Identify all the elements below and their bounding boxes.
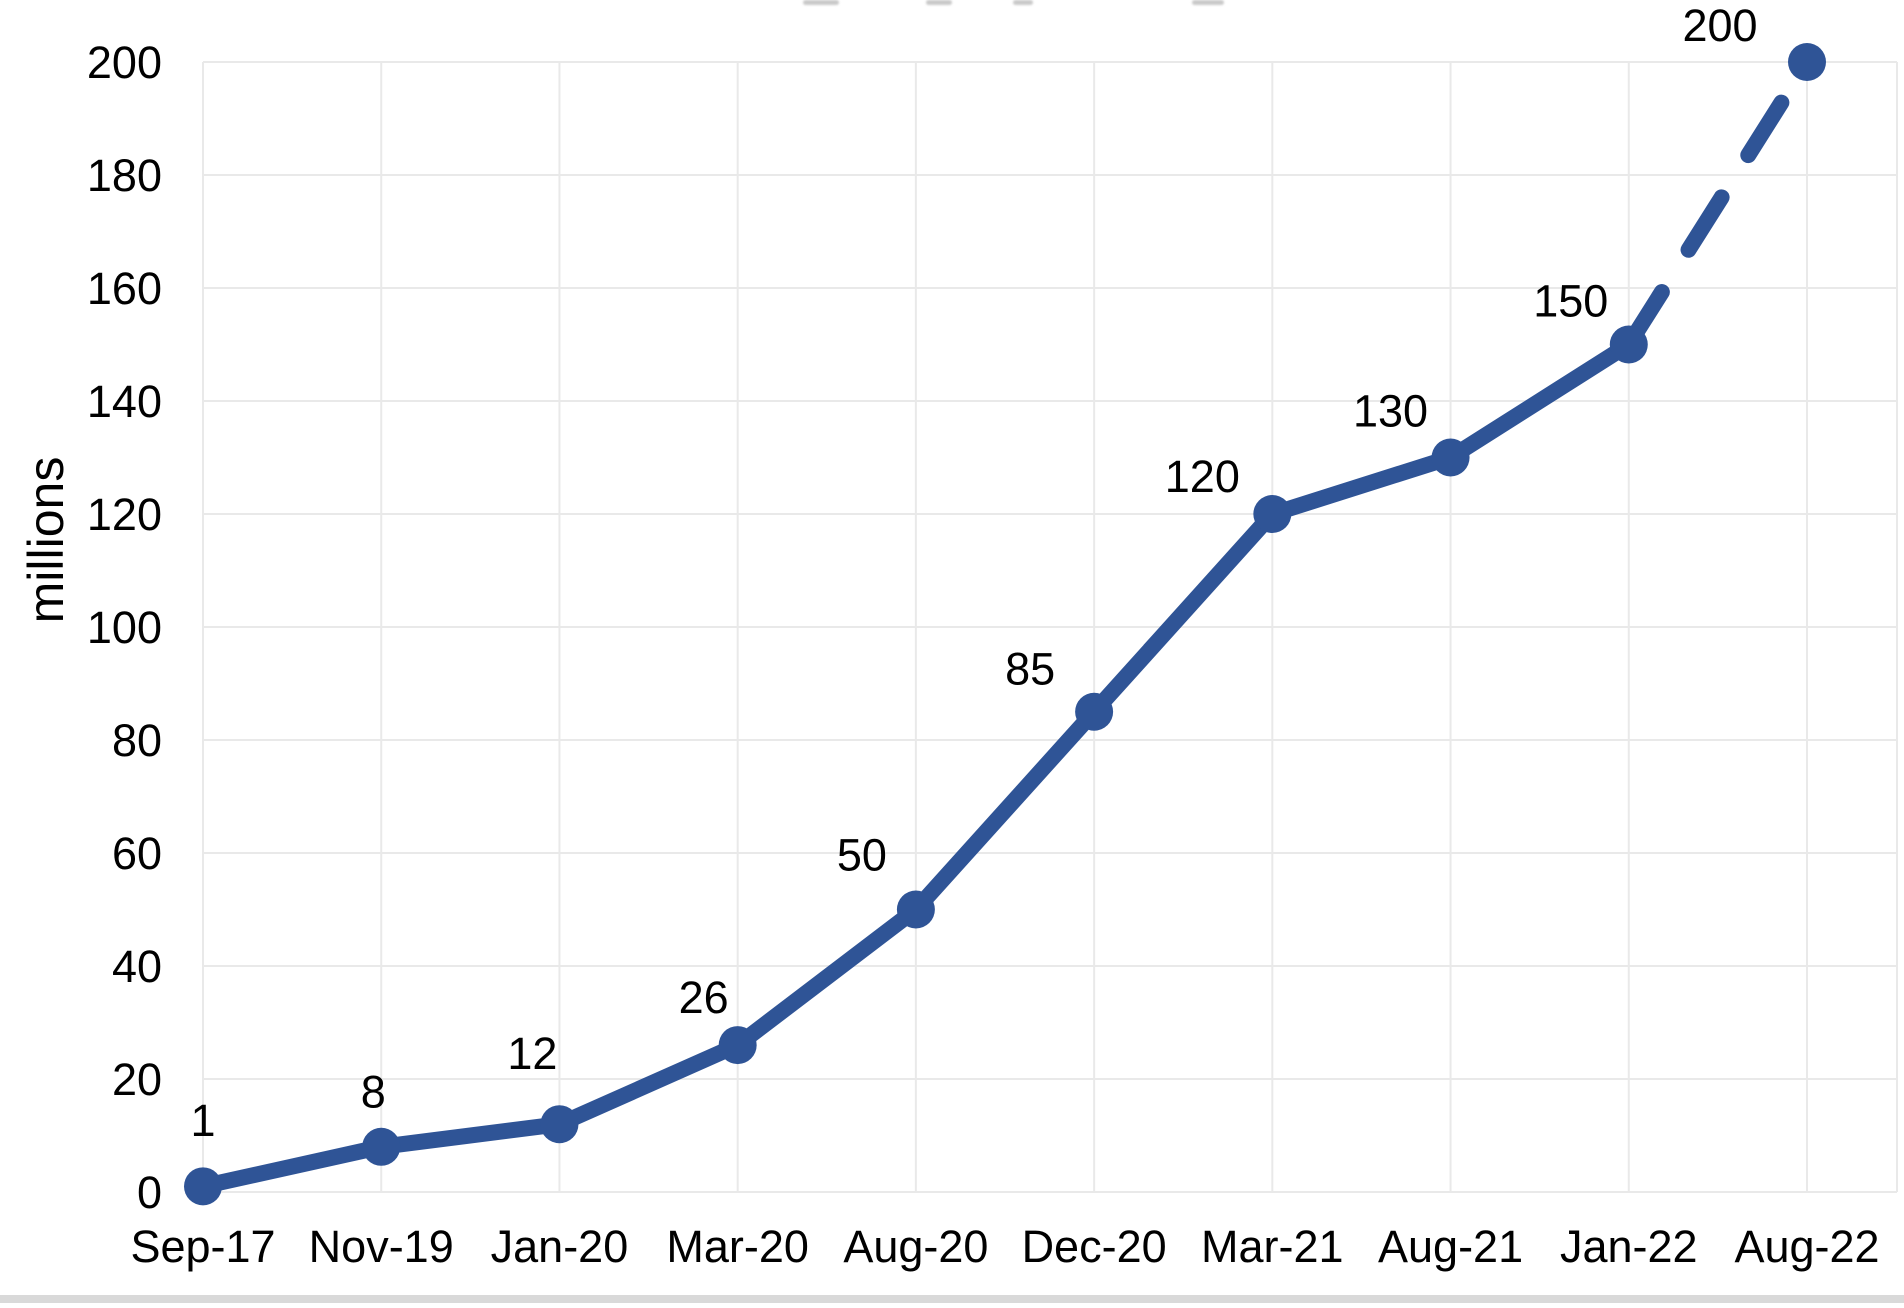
x-tick-label: Mar-20 bbox=[666, 1221, 809, 1272]
data-label: 1 bbox=[190, 1095, 215, 1146]
data-label: 200 bbox=[1682, 0, 1757, 51]
y-tick-label: 20 bbox=[112, 1054, 162, 1105]
data-point-marker bbox=[1609, 325, 1648, 364]
y-tick-label: 180 bbox=[87, 150, 162, 201]
data-label: 8 bbox=[361, 1067, 386, 1118]
x-tick-label: Aug-22 bbox=[1734, 1221, 1879, 1272]
data-point-marker bbox=[1431, 438, 1470, 477]
data-point-marker bbox=[718, 1026, 757, 1065]
y-tick-label: 160 bbox=[87, 263, 162, 314]
data-point-marker bbox=[540, 1105, 579, 1144]
cropped-title-fragment bbox=[926, 0, 952, 5]
x-tick-label: Dec-20 bbox=[1022, 1221, 1167, 1272]
y-tick-label: 60 bbox=[112, 828, 162, 879]
y-tick-label: 120 bbox=[87, 489, 162, 540]
data-label: 120 bbox=[1165, 451, 1240, 502]
x-tick-label: Sep-17 bbox=[130, 1221, 275, 1272]
y-tick-label: 200 bbox=[87, 37, 162, 88]
data-label: 12 bbox=[507, 1028, 557, 1079]
x-tick-label: Jan-20 bbox=[491, 1221, 629, 1272]
x-tick-label: Aug-21 bbox=[1378, 1221, 1523, 1272]
y-tick-label: 140 bbox=[87, 376, 162, 427]
y-tick-label: 100 bbox=[87, 602, 162, 653]
data-point-marker bbox=[362, 1127, 401, 1166]
x-tick-label: Nov-19 bbox=[309, 1221, 454, 1272]
data-label: 50 bbox=[837, 829, 887, 880]
y-tick-label: 0 bbox=[137, 1167, 162, 1218]
series-line-dashed-projection bbox=[1620, 54, 1815, 353]
x-tick-label: Mar-21 bbox=[1201, 1221, 1344, 1272]
data-point-marker bbox=[1788, 43, 1826, 81]
data-label: 85 bbox=[1005, 644, 1055, 695]
x-tick-label: Jan-22 bbox=[1560, 1221, 1698, 1272]
cropped-title-fragment bbox=[1192, 0, 1224, 5]
cropped-title-fragment bbox=[803, 0, 839, 5]
data-label: 26 bbox=[679, 972, 729, 1023]
y-tick-label: 40 bbox=[112, 941, 162, 992]
data-label: 130 bbox=[1353, 385, 1428, 436]
y-tick-label: 80 bbox=[112, 715, 162, 766]
data-point-marker bbox=[1253, 495, 1292, 533]
x-tick-label: Aug-20 bbox=[843, 1221, 988, 1272]
data-point-marker bbox=[184, 1167, 222, 1206]
data-point-marker bbox=[896, 890, 935, 929]
window-bottom-border bbox=[0, 1295, 1904, 1303]
cropped-title-fragment bbox=[1013, 0, 1033, 5]
y-axis-title: millions bbox=[18, 456, 74, 624]
data-point-marker bbox=[1075, 692, 1114, 731]
data-label: 150 bbox=[1533, 275, 1608, 326]
